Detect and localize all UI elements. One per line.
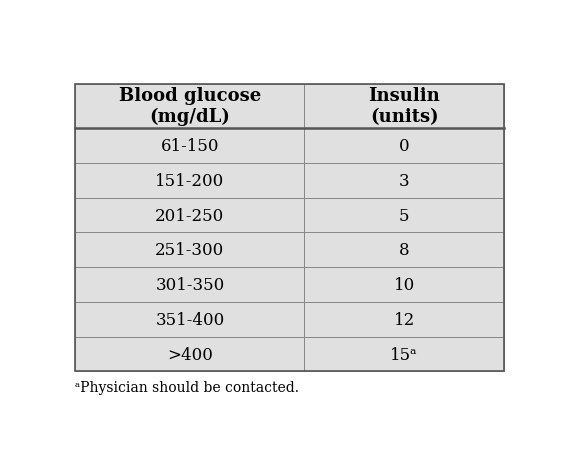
- Text: 3: 3: [399, 172, 409, 189]
- Bar: [304, 129, 503, 164]
- Bar: [75, 164, 304, 198]
- Bar: [75, 129, 304, 164]
- Bar: [304, 198, 503, 233]
- Text: 351-400: 351-400: [155, 311, 225, 328]
- Text: 15ᵃ: 15ᵃ: [390, 346, 418, 363]
- Text: 8: 8: [399, 242, 409, 259]
- Text: ᵃPhysician should be contacted.: ᵃPhysician should be contacted.: [75, 380, 299, 394]
- Bar: [304, 164, 503, 198]
- Text: 5: 5: [399, 207, 409, 224]
- Text: 0: 0: [399, 138, 409, 155]
- Text: Insulin
(units): Insulin (units): [368, 87, 440, 126]
- Text: 251-300: 251-300: [155, 242, 225, 259]
- Bar: [75, 84, 503, 372]
- Bar: [75, 233, 304, 268]
- Bar: [304, 233, 503, 268]
- Bar: [304, 84, 503, 129]
- Bar: [75, 302, 304, 337]
- Text: 301-350: 301-350: [155, 277, 225, 293]
- Bar: [75, 337, 304, 372]
- Bar: [304, 337, 503, 372]
- Text: 201-250: 201-250: [155, 207, 225, 224]
- Text: Blood glucose
(mg/dL): Blood glucose (mg/dL): [119, 87, 261, 126]
- Text: >400: >400: [167, 346, 213, 363]
- Text: 61-150: 61-150: [160, 138, 219, 155]
- Bar: [75, 268, 304, 302]
- Bar: [75, 84, 304, 129]
- Text: 12: 12: [393, 311, 414, 328]
- Bar: [75, 198, 304, 233]
- Text: 10: 10: [393, 277, 414, 293]
- Bar: [304, 302, 503, 337]
- Bar: [304, 268, 503, 302]
- Text: 151-200: 151-200: [155, 172, 225, 189]
